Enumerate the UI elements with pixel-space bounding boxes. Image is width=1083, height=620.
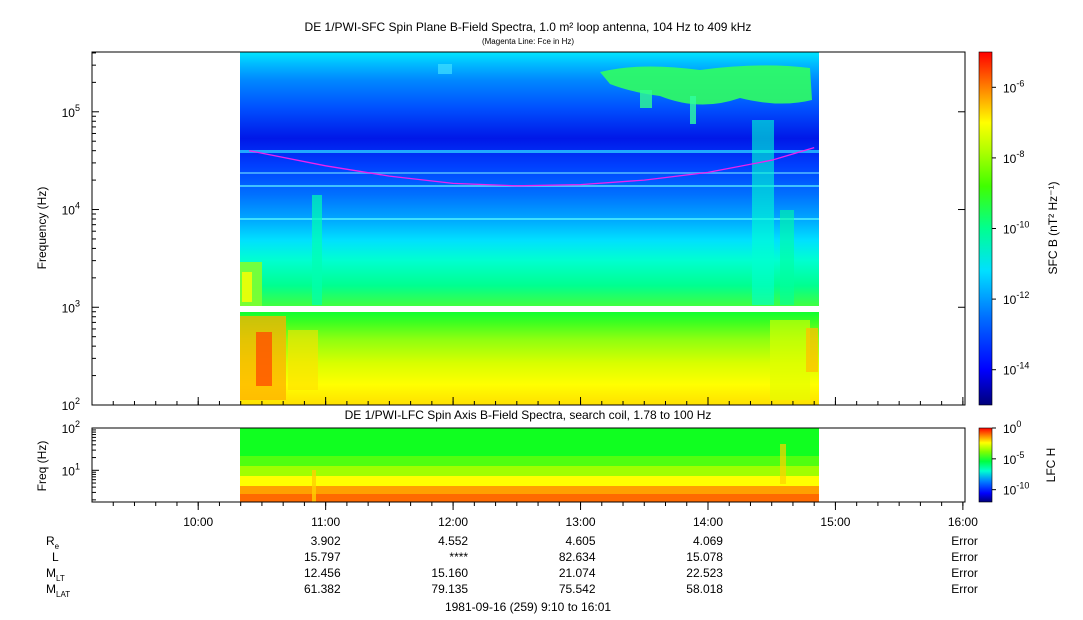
ephemeris-value: 12.456 bbox=[304, 566, 341, 580]
colorbar-tick-label: 10-10 bbox=[1003, 220, 1029, 237]
fce-line bbox=[249, 146, 815, 187]
ephemeris-value: 58.018 bbox=[686, 582, 723, 596]
colorbar-tick-label: 10-10 bbox=[1003, 481, 1029, 498]
ephemeris-row-label: L bbox=[52, 550, 59, 564]
ephemeris-value: 15.160 bbox=[431, 566, 468, 580]
bottom-spectrogram-image bbox=[240, 428, 819, 502]
ephemeris-value: Error bbox=[951, 566, 978, 580]
colorbar-tick-label: 10-5 bbox=[1003, 450, 1024, 467]
ephemeris-row-label: MLT bbox=[46, 566, 65, 583]
ephemeris-value: 3.902 bbox=[311, 534, 341, 548]
top-panel-title: DE 1/PWI-SFC Spin Plane B-Field Spectra,… bbox=[305, 20, 752, 34]
bottom-panel-y-label: Freq (Hz) bbox=[35, 441, 49, 492]
top-colorbar: 10-6 10-8 10-10 10-12 10-14 SFC B (nT² Hz⁻¹) bbox=[978, 51, 1060, 406]
x-tick-label: 13:00 bbox=[566, 515, 596, 529]
bottom-panel-frame bbox=[91, 427, 966, 503]
ephemeris-value: 4.069 bbox=[693, 534, 723, 548]
x-tick-label: 12:00 bbox=[438, 515, 468, 529]
top-panel-y-ticks: 102 103 104 105 bbox=[62, 52, 965, 413]
ephemeris-value: Error bbox=[951, 550, 978, 564]
colorbar-tick-label: 100 bbox=[1003, 419, 1021, 436]
y-tick-label: 105 bbox=[62, 103, 80, 120]
bottom-panel: Freq (Hz) 101 102 10:00 11:00 12:00 13:00 14:… bbox=[35, 397, 978, 529]
time-range-footer: 1981-09-16 (259) 9:10 to 16:01 bbox=[445, 600, 611, 614]
top-spectrogram-image bbox=[240, 52, 819, 405]
y-tick-label: 103 bbox=[62, 298, 80, 315]
y-tick-label: 102 bbox=[62, 396, 80, 413]
bottom-panel-title: DE 1/PWI-LFC Spin Axis B-Field Spectra, … bbox=[345, 408, 712, 422]
bottom-colorbar-ticks: 100 10-5 10-10 bbox=[992, 419, 1029, 498]
top-panel: Frequency (Hz) 102 103 104 105 bbox=[35, 51, 966, 413]
ephemeris-value: 22.523 bbox=[686, 566, 723, 580]
ephemeris-value: 82.634 bbox=[559, 550, 596, 564]
ephemeris-row-label: Re bbox=[46, 534, 60, 551]
ephemeris-value: 15.797 bbox=[304, 550, 341, 564]
x-tick-label: 11:00 bbox=[311, 515, 340, 529]
y-tick-label: 102 bbox=[62, 419, 80, 436]
ephemeris-table: Re 3.902 4.552 4.605 4.069 Error L 15.797 **** 82… bbox=[46, 534, 978, 599]
bottom-colorbar: 100 10-5 10-10 LFC H bbox=[978, 419, 1058, 503]
bottom-panel-y-ticks: 101 102 bbox=[62, 419, 99, 501]
x-tick-label: 16:00 bbox=[948, 515, 978, 529]
ephemeris-value: **** bbox=[449, 550, 468, 564]
x-tick-label: 15:00 bbox=[820, 515, 850, 529]
ephemeris-value: 21.074 bbox=[559, 566, 596, 580]
ephemeris-value: 15.078 bbox=[686, 550, 723, 564]
ephemeris-value: 75.542 bbox=[559, 582, 596, 596]
x-tick-label: 14:00 bbox=[693, 515, 723, 529]
ephemeris-row-label: MLAT bbox=[46, 582, 70, 599]
top-panel-frame bbox=[91, 51, 966, 406]
ephemeris-value: 4.605 bbox=[566, 534, 596, 548]
top-colorbar-ticks: 10-6 10-8 10-10 10-12 10-14 bbox=[992, 78, 1029, 378]
time-axis-ticks: 10:00 11:00 12:00 13:00 14:00 15:00 16:00 bbox=[112, 397, 978, 529]
colorbar-tick-label: 10-14 bbox=[1003, 361, 1029, 378]
y-tick-label: 101 bbox=[62, 461, 80, 478]
ephemeris-value: 4.552 bbox=[438, 534, 468, 548]
ephemeris-value: 61.382 bbox=[304, 582, 341, 596]
top-colorbar-label: SFC B (nT² Hz⁻¹) bbox=[1046, 182, 1060, 275]
y-tick-label: 104 bbox=[62, 201, 80, 218]
colorbar-tick-label: 10-6 bbox=[1003, 78, 1024, 95]
colorbar-tick-label: 10-8 bbox=[1003, 149, 1024, 166]
bottom-colorbar-label: LFC H bbox=[1044, 448, 1058, 483]
ephemeris-value: Error bbox=[951, 582, 978, 596]
ephemeris-value: 79.135 bbox=[431, 582, 468, 596]
colorbar-tick-label: 10-12 bbox=[1003, 290, 1029, 307]
top-panel-y-label: Frequency (Hz) bbox=[35, 187, 49, 270]
top-panel-subtitle: (Magenta Line: Fce in Hz) bbox=[482, 37, 574, 46]
x-tick-label: 10:00 bbox=[183, 515, 213, 529]
ephemeris-value: Error bbox=[951, 534, 978, 548]
